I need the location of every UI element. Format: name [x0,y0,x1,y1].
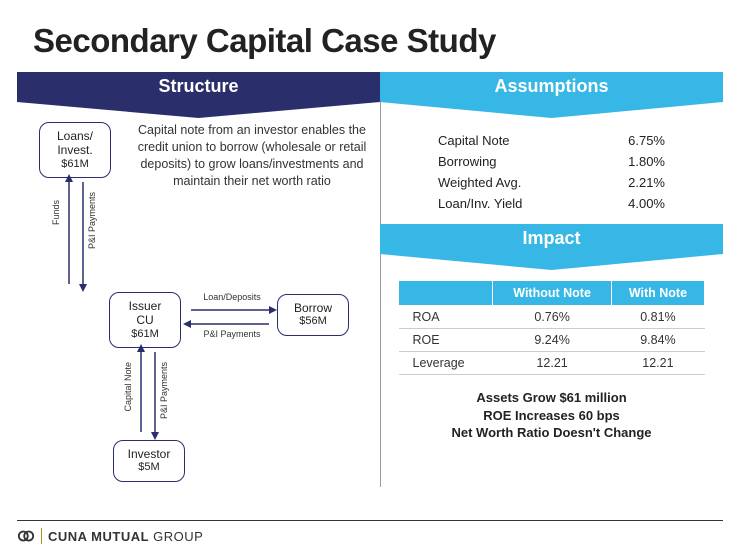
assumption-row: Capital Note 6.75% [410,130,703,151]
assumption-label: Capital Note [438,133,510,148]
assumption-value: 2.21% [628,175,665,190]
edge-label-pi3: P&I Payments [159,362,169,419]
node-label: Loans/Invest. [44,129,106,158]
assumption-row: Weighted Avg. 2.21% [410,172,703,193]
impact-section: Without Note With Note ROA 0.76% 0.81% R… [398,280,705,442]
impact-table: Without Note With Note ROA 0.76% 0.81% R… [398,280,705,375]
edge-label-pi2: P&I Payments [195,329,269,339]
content-columns: Structure Capital note from an investor … [17,72,723,492]
value-cell: 9.24% [493,329,612,352]
chevron-down-icon [380,254,723,270]
node-loans-invest: Loans/Invest. $61M [39,122,111,178]
assumption-label: Loan/Inv. Yield [438,196,522,211]
brand-bold: CUNA MUTUAL [48,529,149,544]
summary-line: Net Worth Ratio Doesn't Change [398,424,705,442]
assumption-value: 4.00% [628,196,665,211]
node-investor: Investor $5M [113,440,185,482]
node-label: Borrow [282,301,344,315]
metric-cell: ROA [399,306,493,329]
brand-icon [17,527,35,545]
metric-cell: ROE [399,329,493,352]
assumption-label: Weighted Avg. [438,175,521,190]
assumptions-list: Capital Note 6.75% Borrowing 1.80% Weigh… [410,130,703,214]
col-blank [399,281,493,306]
node-amount: $56M [282,315,344,328]
value-cell: 12.21 [493,352,612,375]
table-row: ROA 0.76% 0.81% [399,306,705,329]
metric-cell: Leverage [399,352,493,375]
impact-heading: Impact [522,228,580,248]
node-label: Investor [118,447,180,461]
value-cell: 9.84% [611,329,704,352]
edge-label-capital-note: Capital Note [123,362,133,412]
column-divider [380,92,381,487]
edge-label-pi: P&I Payments [87,192,97,249]
assumptions-heading: Assumptions [494,76,608,96]
node-label: IssuerCU [114,299,176,328]
summary-line: ROE Increases 60 bps [398,407,705,425]
impact-banner: Impact [380,224,723,254]
structure-column: Structure Capital note from an investor … [17,72,380,492]
value-cell: 0.76% [493,306,612,329]
structure-banner: Structure [17,72,380,102]
chevron-down-icon [17,102,380,118]
table-header-row: Without Note With Note [399,281,705,306]
node-issuer-cu: IssuerCU $61M [109,292,181,348]
impact-summary: Assets Grow $61 million ROE Increases 60… [398,389,705,442]
structure-heading: Structure [158,76,238,96]
structure-diagram: Capital note from an investor enables th… [17,122,380,492]
table-row: ROE 9.24% 9.84% [399,329,705,352]
edge-label-loan-deposits: Loan/Deposits [195,292,269,302]
footer-divider [41,528,42,544]
assumption-row: Loan/Inv. Yield 4.00% [410,193,703,214]
node-borrow: Borrow $56M [277,294,349,336]
summary-line: Assets Grow $61 million [398,389,705,407]
structure-description: Capital note from an investor enables th… [137,122,367,190]
assumption-value: 1.80% [628,154,665,169]
assumption-value: 6.75% [628,133,665,148]
right-column: Assumptions Capital Note 6.75% Borrowing… [380,72,723,492]
page-title: Secondary Capital Case Study [0,0,740,72]
edge-issuer-borrow [183,302,277,332]
chevron-down-icon [380,102,723,118]
col-with: With Note [611,281,704,306]
assumption-label: Borrowing [438,154,497,169]
footer: CUNA MUTUAL GROUP [17,520,723,545]
node-amount: $61M [114,328,176,341]
assumptions-banner: Assumptions [380,72,723,102]
col-without: Without Note [493,281,612,306]
node-amount: $5M [118,461,180,474]
brand-name: CUNA MUTUAL GROUP [48,529,203,544]
node-amount: $61M [44,158,106,171]
edge-label-funds: Funds [51,200,61,225]
brand-rest: GROUP [149,529,203,544]
assumption-row: Borrowing 1.80% [410,151,703,172]
value-cell: 0.81% [611,306,704,329]
table-row: Leverage 12.21 12.21 [399,352,705,375]
value-cell: 12.21 [611,352,704,375]
